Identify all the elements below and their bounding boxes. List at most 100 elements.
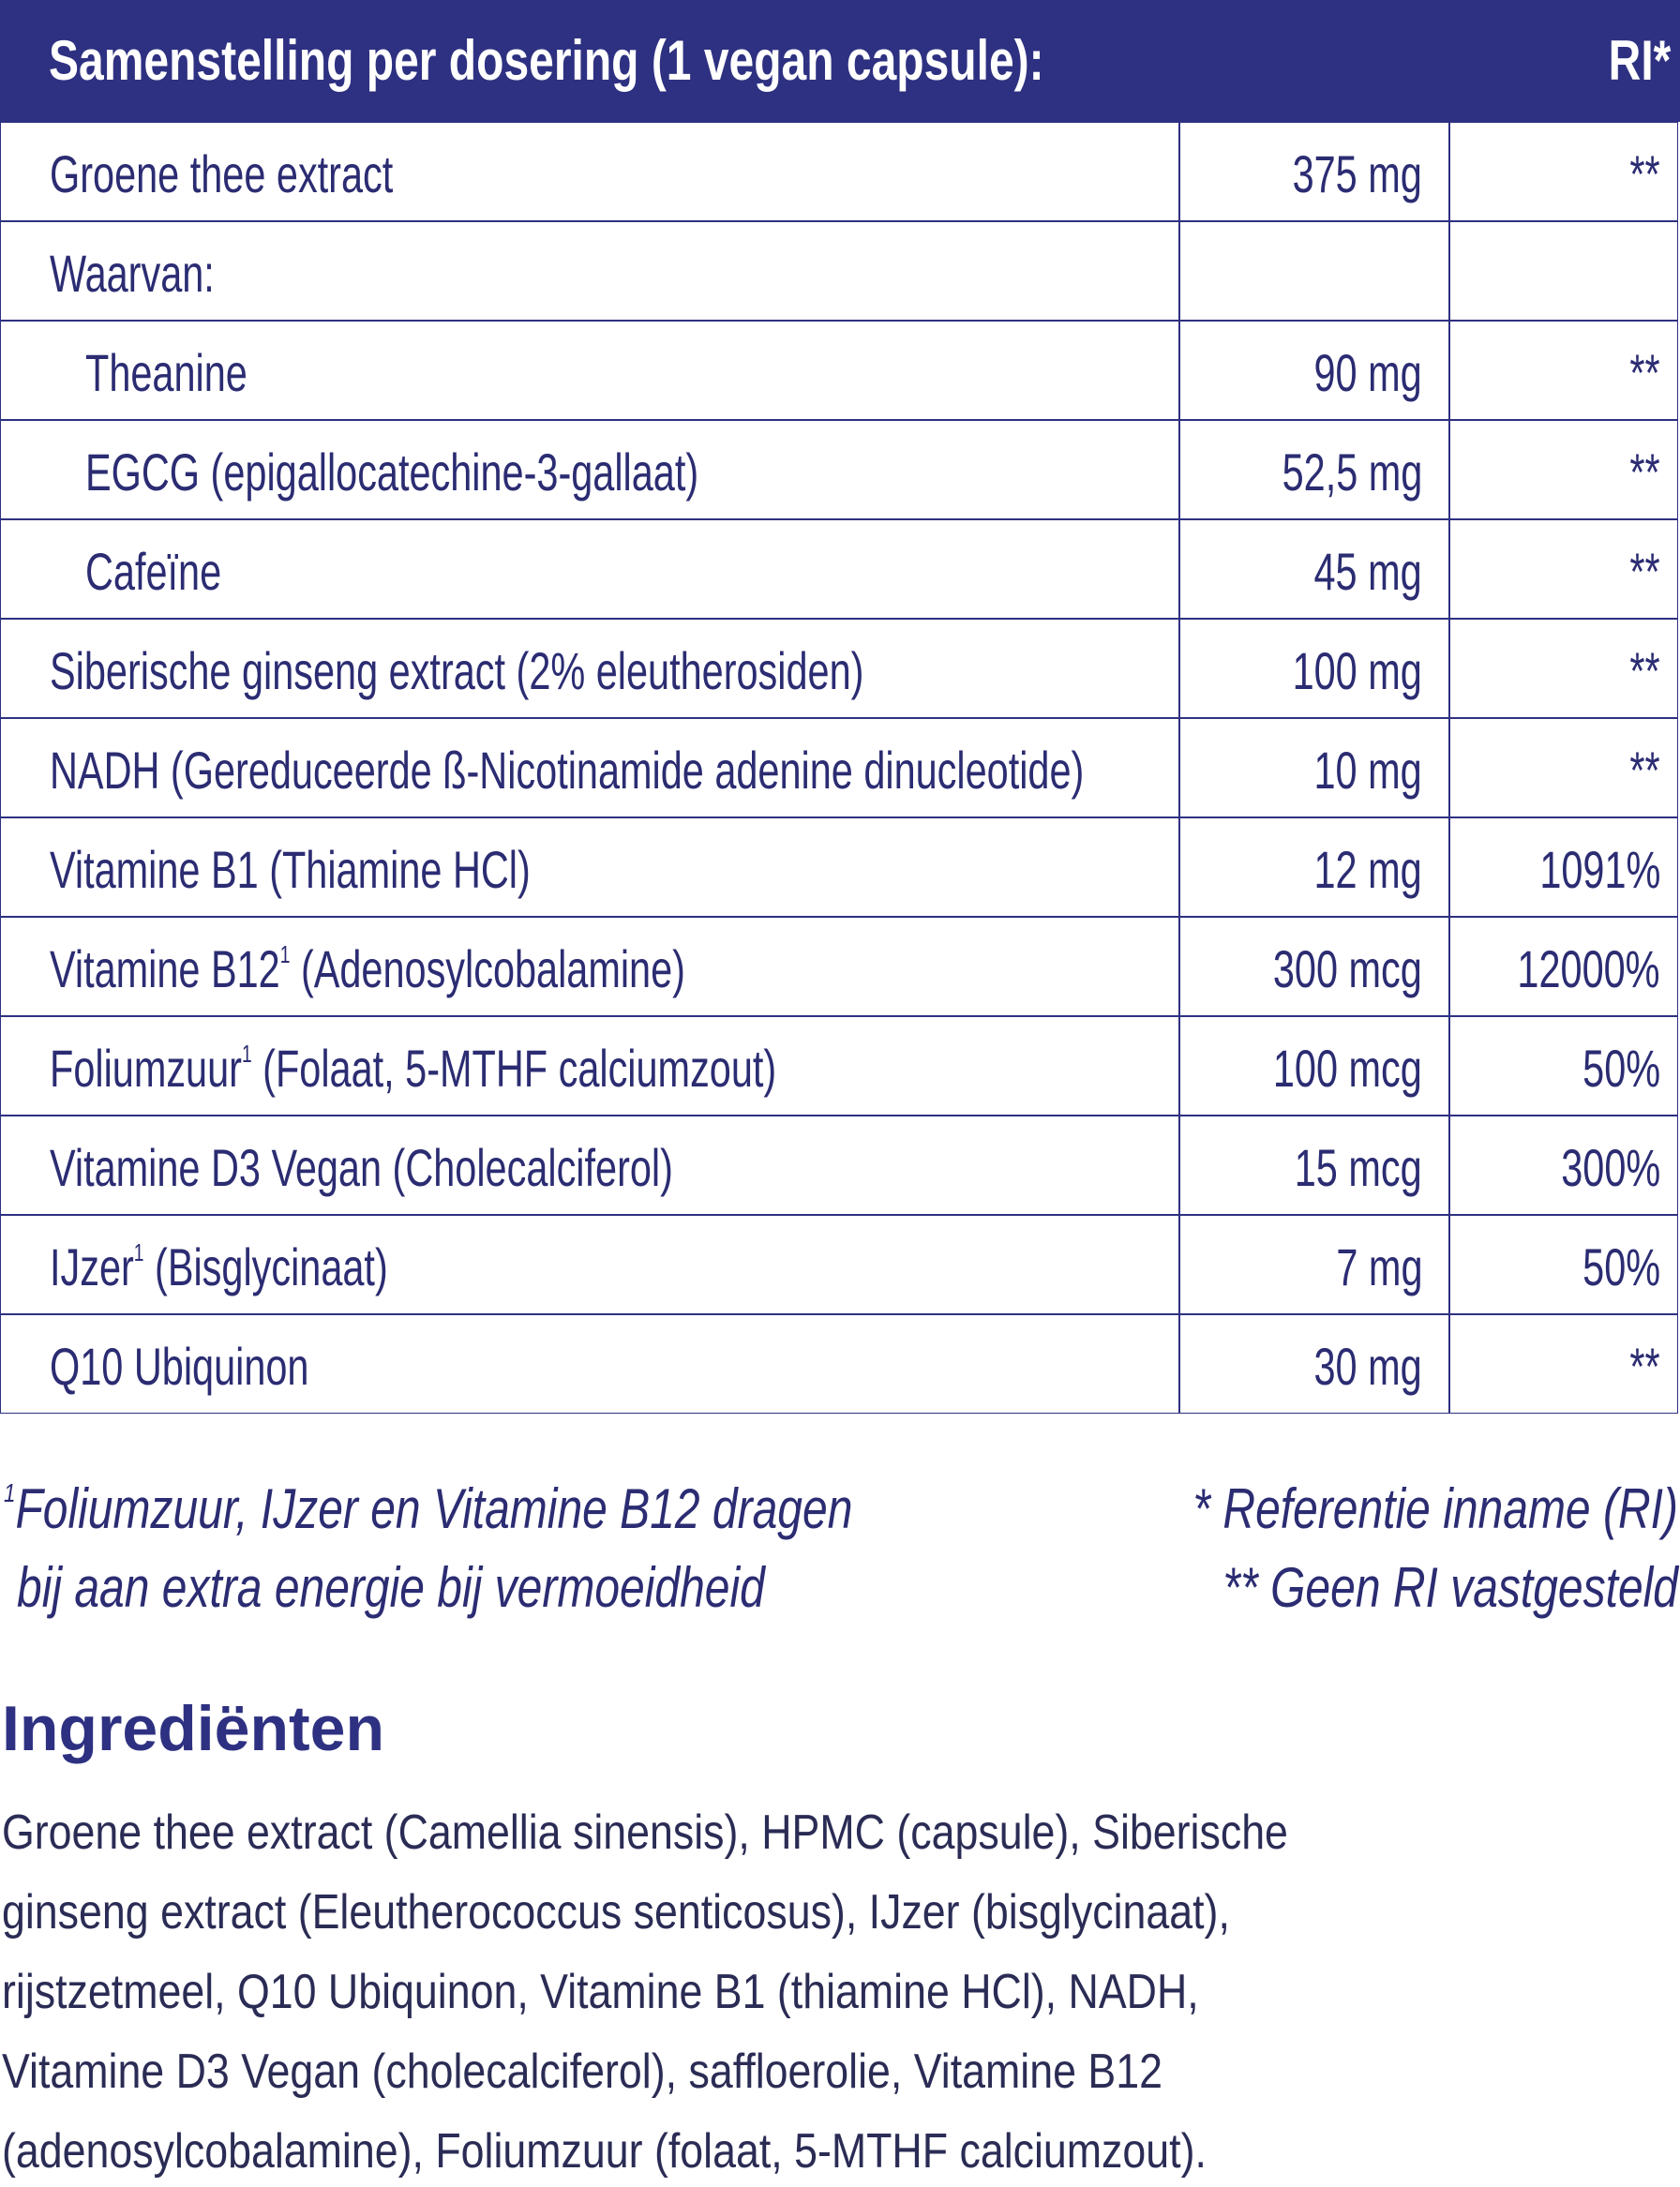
name-cell: Vitamine B1 (Thiamine HCl) [0,817,1179,917]
ri-value: 1091% [1538,840,1660,899]
amount: 10 mg [1313,741,1422,800]
footnote-mark: 1 [4,1478,16,1507]
ri-cell [1449,221,1678,321]
footnote-mark: 1 [133,1238,144,1266]
ingredients-line: Groene thee extract (Camellia sinensis),… [2,1805,1288,1860]
amount-cell: 100 mcg [1179,1016,1449,1116]
name-cell: IJzer1 (Bisglycinaat) [0,1215,1179,1314]
amount-cell: 375 mg [1179,122,1449,221]
ri-cell: 1091% [1449,817,1678,917]
name-detail: (Adenosylcobalamine) [290,939,685,998]
name-text: Vitamine B1 (Thiamine HCl) [50,840,531,899]
name-cell: Vitamine B121 (Adenosylcobalamine) [0,917,1179,1016]
ingredient-name: Vitamine B1 (Thiamine HCl) [50,839,531,900]
amount-cell: 300 mcg [1179,917,1449,1016]
ingredients-line: Vitamine D3 Vegan (cholecalciferol), saf… [2,2045,1162,2099]
amount: 30 mg [1313,1337,1422,1396]
ri-cell: 50% [1449,1016,1678,1116]
name-text: IJzer [50,1237,134,1296]
ri-value: ** [1629,442,1660,502]
amount: 45 mg [1313,542,1422,601]
ingredient-name: Waarvan: [50,243,215,304]
name-text: Q10 Ubiquinon [50,1337,309,1396]
name-text: Vitamine B12 [50,939,280,998]
ingredient-name: IJzer1 (Bisglycinaat) [50,1236,388,1297]
ri-value: ** [1629,1337,1660,1396]
ingredient-name: Cafeïne [85,541,221,602]
amount: 100 mcg [1273,1039,1422,1098]
name-cell: Foliumzuur1 (Folaat, 5-MTHF calciumzout) [0,1016,1179,1116]
name-text: Theanine [85,343,248,402]
name-text: Waarvan: [50,244,215,303]
ri-cell: ** [1449,718,1678,817]
name-text: Foliumzuur [50,1039,242,1098]
ingredient-name: Vitamine B121 (Adenosylcobalamine) [50,938,685,999]
ri-value: 50% [1582,1039,1660,1098]
amount: 90 mg [1313,343,1422,402]
name-text: Vitamine D3 Vegan (Cholecalciferol) [50,1138,673,1197]
ingredient-name: NADH (Gereduceerde ß-Nicotinamide adenin… [50,740,1084,801]
name-detail: (Bisglycinaat) [143,1237,388,1296]
ingredient-name: Siberische ginseng extract (2% eleuthero… [50,640,863,701]
ri-cell: ** [1449,619,1678,718]
ingredients-line: rijstzetmeel, Q10 Ubiquinon, Vitamine B1… [2,1965,1199,2019]
name-text: NADH (Gereduceerde ß-Nicotinamide adenin… [50,741,1085,800]
ri-cell: 50% [1449,1215,1678,1314]
amount-cell: 45 mg [1179,519,1449,619]
ri-value: ** [1629,144,1660,203]
amount: 375 mg [1292,144,1422,203]
ingredient-name: EGCG (epigallocatechine-3-gallaat) [85,442,698,502]
name-cell: Groene thee extract [0,122,1179,221]
ri-cell: 300% [1449,1116,1678,1215]
ingredient-name: Theanine [85,342,248,403]
name-cell: Cafeïne [0,519,1179,619]
footnote-left: 1Foliumzuur, IJzer en Vitamine B12 drage… [4,1476,852,1541]
ri-cell: ** [1449,122,1678,221]
footnote-mark: 1 [279,940,291,968]
name-cell: NADH (Gereduceerde ß-Nicotinamide adenin… [0,718,1179,817]
amount-cell: 90 mg [1179,321,1449,420]
name-text: Siberische ginseng extract (2% eleuthero… [50,641,864,700]
ingredients-line: (adenosylcobalamine), Foliumzuur (folaat… [2,2124,1207,2179]
ri-cell: 12000% [1449,917,1678,1016]
ri-value: ** [1629,542,1660,601]
amount: 7 mg [1335,1237,1422,1296]
amount-cell: 100 mg [1179,619,1449,718]
footnote-right: * Referentie inname (RI) [1192,1477,1678,1540]
header-ri: RI* [1608,29,1671,92]
amount-cell [1179,221,1449,321]
name-cell: EGCG (epigallocatechine-3-gallaat) [0,420,1179,519]
name-detail: (Folaat, 5-MTHF calciumzout) [251,1039,777,1098]
ri-cell: ** [1449,519,1678,619]
header-title: Samenstelling per dosering (1 vegan caps… [49,29,1044,92]
ingredient-name: Groene thee extract [50,143,393,204]
name-cell: Siberische ginseng extract (2% eleuthero… [0,619,1179,718]
ingredient-name: Vitamine D3 Vegan (Cholecalciferol) [50,1137,673,1198]
amount-cell: 30 mg [1179,1314,1449,1414]
amount: 52,5 mg [1282,442,1422,502]
name-text: Groene thee extract [50,144,394,203]
name-cell: Vitamine D3 Vegan (Cholecalciferol) [0,1116,1179,1215]
ri-cell: ** [1449,321,1678,420]
ri-value: 300% [1561,1138,1660,1197]
ri-value: 12000% [1517,939,1660,998]
amount-cell: 52,5 mg [1179,420,1449,519]
name-text: EGCG (epigallocatechine-3-gallaat) [85,442,699,502]
ingredient-name: Foliumzuur1 (Folaat, 5-MTHF calciumzout) [50,1038,776,1099]
footnote-mark: 1 [241,1040,252,1068]
ingredients-line: ginseng extract (Eleutherococcus sentico… [2,1885,1230,1940]
name-text: Cafeïne [85,542,222,601]
ri-value: ** [1629,741,1660,800]
amount: 100 mg [1292,641,1422,700]
ri-cell: ** [1449,420,1678,519]
name-cell: Waarvan: [0,221,1179,321]
ri-value: ** [1629,641,1660,700]
table-header: Samenstelling per dosering (1 vegan caps… [0,0,1680,122]
name-cell: Q10 Ubiquinon [0,1314,1179,1414]
ri-cell: ** [1449,1314,1678,1414]
amount-cell: 15 mcg [1179,1116,1449,1215]
ri-value: 50% [1582,1237,1660,1296]
ingredients-title: Ingrediënten [2,1693,385,1764]
footnote-text: Foliumzuur, IJzer en Vitamine B12 dragen [15,1477,853,1540]
